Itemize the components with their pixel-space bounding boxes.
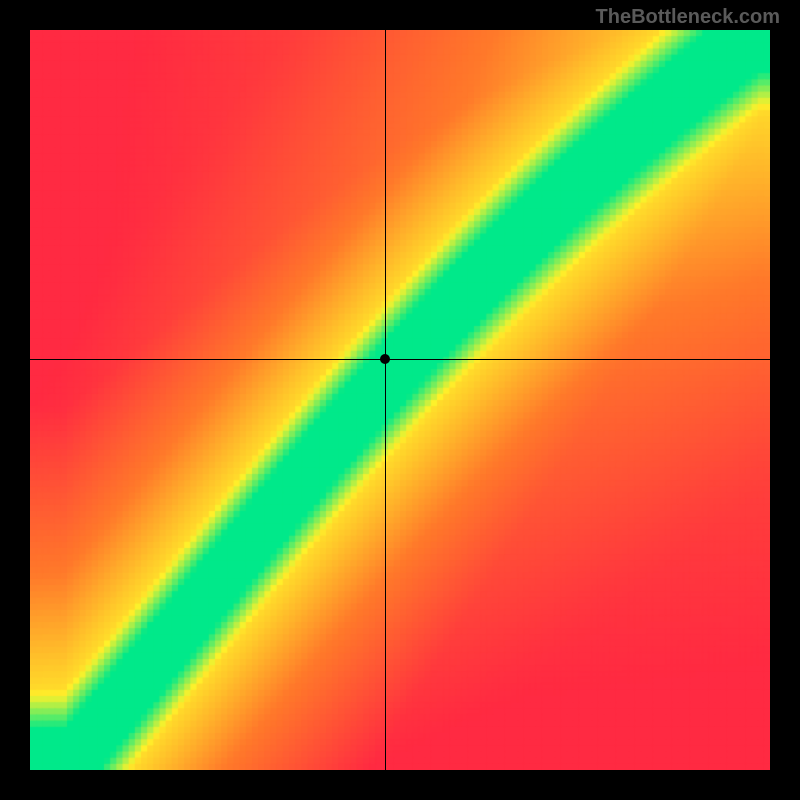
crosshair-horizontal — [30, 359, 770, 360]
crosshair-vertical — [385, 30, 386, 770]
watermark-text: TheBottleneck.com — [596, 6, 780, 29]
heatmap-canvas — [30, 30, 770, 770]
marker-dot — [380, 354, 390, 364]
plot-area — [30, 30, 770, 770]
